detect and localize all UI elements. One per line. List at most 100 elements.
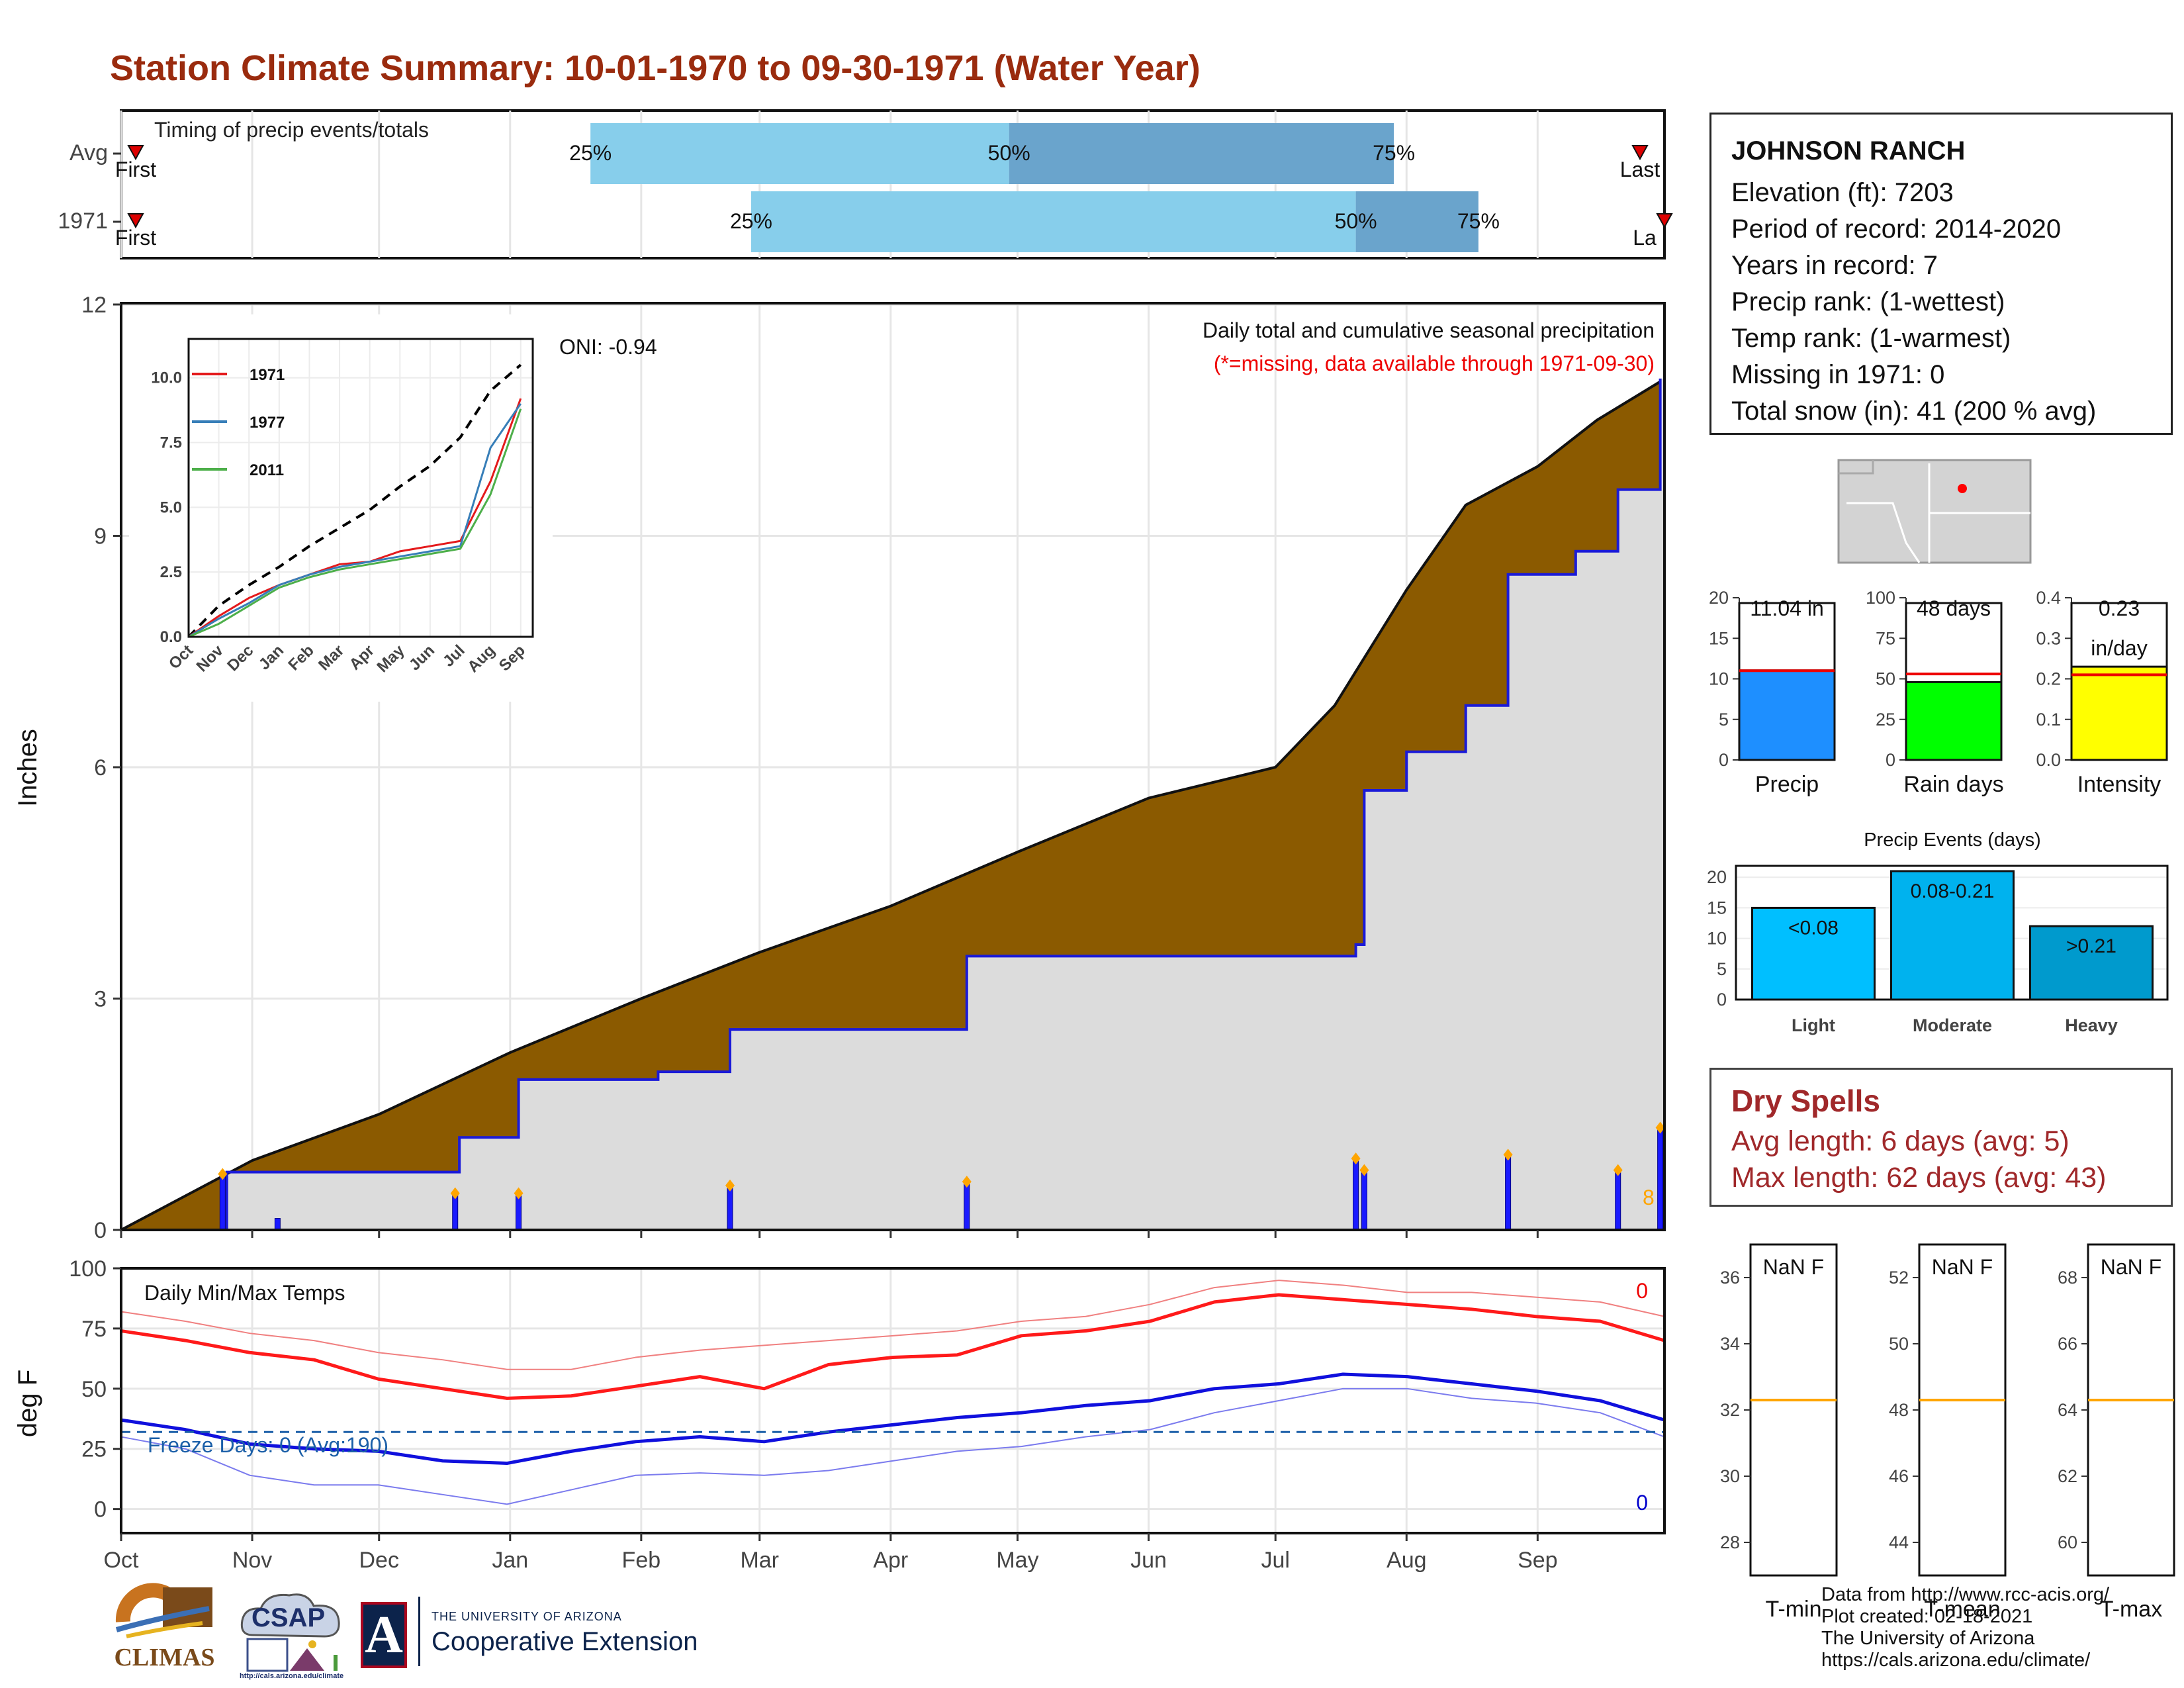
- temp-summary-value: NaN F: [1763, 1255, 1824, 1279]
- stat-bar-frame: [1905, 602, 2003, 761]
- stat-bar-tick-label: 10: [1709, 669, 1729, 689]
- temp-summary-tick-label: 68: [2058, 1268, 2077, 1288]
- month-tick-label: Mar: [740, 1548, 779, 1573]
- timing-q25-label: 25%: [569, 141, 612, 165]
- csap-logo: CSAP http://cals.arizona.edu/climate: [233, 1589, 349, 1685]
- stat-bar-value-label: in/day: [2091, 636, 2147, 660]
- csap-url: http://cals.arizona.edu/climate: [240, 1672, 344, 1680]
- month-tick-label: Jun: [1130, 1548, 1167, 1573]
- events-bar-label: >0.21: [2066, 935, 2116, 957]
- max-count-label: 0: [1636, 1279, 1648, 1303]
- stat-bar-tick-label: 0.1: [2036, 710, 2061, 729]
- temp-summary-tick-label: 46: [1889, 1466, 1909, 1486]
- credits: Data from http://www.rcc-acis.org/ Plot …: [1821, 1584, 2109, 1671]
- daily-precip-bar: [219, 1175, 226, 1231]
- precip-y-tick-label: 3: [94, 987, 107, 1012]
- temp-panel-label: Daily Min/Max Temps: [144, 1281, 345, 1305]
- timing-first-label: First: [115, 158, 156, 181]
- temp-summary-box: [1918, 1243, 2007, 1577]
- dry-spells-box: Dry Spells Avg length: 6 days (avg: 5) M…: [1709, 1068, 2173, 1207]
- timing-row-label: 1971: [58, 209, 108, 234]
- timing-bar-50-75: [1009, 123, 1394, 184]
- month-tick-label: Aug: [1387, 1548, 1427, 1573]
- timing-bar-50-75: [1355, 191, 1479, 252]
- events-y-tick-label: 15: [1707, 898, 1727, 917]
- temp-y-axis-label: deg F: [13, 1370, 42, 1437]
- university-logo-a-icon: A: [361, 1602, 407, 1668]
- event-marker-icon: [725, 1179, 735, 1192]
- events-bar: [2029, 925, 2154, 1001]
- station-years: Years in record: 7: [1731, 251, 1938, 280]
- stat-bar-frame: [2070, 602, 2168, 761]
- temp-summary-label: T-max: [2100, 1597, 2162, 1622]
- climas-logo: CLIMAS: [110, 1582, 219, 1681]
- credit-line: Data from http://www.rcc-acis.org/: [1821, 1584, 2110, 1605]
- timing-q25-label: 25%: [730, 209, 772, 233]
- events-y-tick-label: 10: [1707, 929, 1727, 949]
- temp-min-line: [120, 1372, 1665, 1466]
- temp-summary-tick-label: 48: [1889, 1400, 1909, 1420]
- precip-y-tick-label: 6: [94, 755, 107, 780]
- events-title: Precip Events (days): [1864, 829, 2041, 851]
- event-marker-icon: [1503, 1149, 1513, 1161]
- event-marker-icon: [1351, 1152, 1361, 1165]
- stat-bar-category-label: Intensity: [2077, 772, 2161, 797]
- events-bar: [1890, 870, 2015, 1001]
- temp-summary-value: NaN F: [2101, 1255, 2161, 1279]
- events-category-label: Moderate: [1913, 1015, 1992, 1035]
- inset-legend-label: 1971: [250, 366, 285, 384]
- map-border: [1846, 502, 1921, 563]
- timing-first-marker-icon: [127, 145, 144, 161]
- events-category-label: Heavy: [2065, 1015, 2118, 1035]
- daily-precip-bar: [727, 1187, 733, 1231]
- event-marker-icon: [1613, 1164, 1623, 1176]
- credit-line: The University of Arizona: [1821, 1628, 2035, 1649]
- station-location-marker-icon: [1958, 484, 1967, 493]
- station-missing: Missing in 1971: 0: [1731, 360, 1945, 389]
- temp-summary-box: [1749, 1243, 1838, 1577]
- event-marker-icon: [450, 1187, 460, 1199]
- year-cumulative-line: [121, 378, 1662, 1231]
- temp-summary-tick-label: 28: [1720, 1532, 1740, 1552]
- stat-bar-tick-label: 25: [1876, 710, 1895, 729]
- temp-summary-box: [2087, 1243, 2175, 1577]
- timing-q50-label: 50%: [988, 141, 1030, 165]
- stat-bar-tick-label: 0.0: [2036, 750, 2061, 770]
- stat-bar-tick-label: 100: [1866, 588, 1895, 608]
- temp-max-avg-line: [120, 1280, 1665, 1370]
- timing-row-label: Avg: [69, 140, 108, 165]
- precip-y-tick-label: 0: [94, 1218, 107, 1243]
- stat-bar-category-label: Rain days: [1903, 772, 2003, 797]
- dry-spells-avg: Avg length: 6 days (avg: 5): [1731, 1125, 2070, 1157]
- events-bar: [1751, 906, 1876, 1001]
- month-tick-label: Jan: [492, 1548, 528, 1573]
- timing-q50-label: 50%: [1335, 209, 1377, 233]
- daily-precip-bar: [452, 1195, 459, 1231]
- temp-min-avg-line: [120, 1387, 1665, 1505]
- event-marker-icon: [1655, 1121, 1665, 1134]
- stat-bar-category-label: Precip: [1755, 772, 1819, 797]
- temp-summary-tick-label: 36: [1720, 1268, 1740, 1288]
- map-border: [1839, 460, 1874, 475]
- inset-bg: [129, 314, 553, 702]
- month-tick-label: Nov: [232, 1548, 272, 1573]
- temp-panel-frame: [120, 1267, 1666, 1534]
- inset-y-tick-label: 5.0: [160, 498, 182, 516]
- month-tick-label: Oct: [104, 1548, 139, 1573]
- inset-frame: [187, 338, 534, 638]
- station-period: Period of record: 2014-2020: [1731, 214, 2062, 244]
- temp-summary-tick-label: 52: [1889, 1268, 1909, 1288]
- inset-series-line: [188, 408, 522, 638]
- credit-line: Plot created: 02-18-2021: [1821, 1606, 2033, 1627]
- stat-bar-tick-label: 75: [1876, 628, 1895, 648]
- inset-legend-label: 2011: [250, 461, 284, 479]
- inset-y-tick-label: 10.0: [151, 369, 182, 387]
- temp-y-tick-label: 0: [94, 1497, 107, 1523]
- daily-precip-bar: [1353, 1160, 1359, 1231]
- timing-bar-25-50: [590, 123, 1009, 184]
- events-bar-label: <0.08: [1788, 917, 1839, 939]
- temp-summary-tick-label: 44: [1889, 1532, 1909, 1552]
- stat-bar-tick-label: 15: [1709, 628, 1729, 648]
- events-category-label: Light: [1792, 1015, 1835, 1035]
